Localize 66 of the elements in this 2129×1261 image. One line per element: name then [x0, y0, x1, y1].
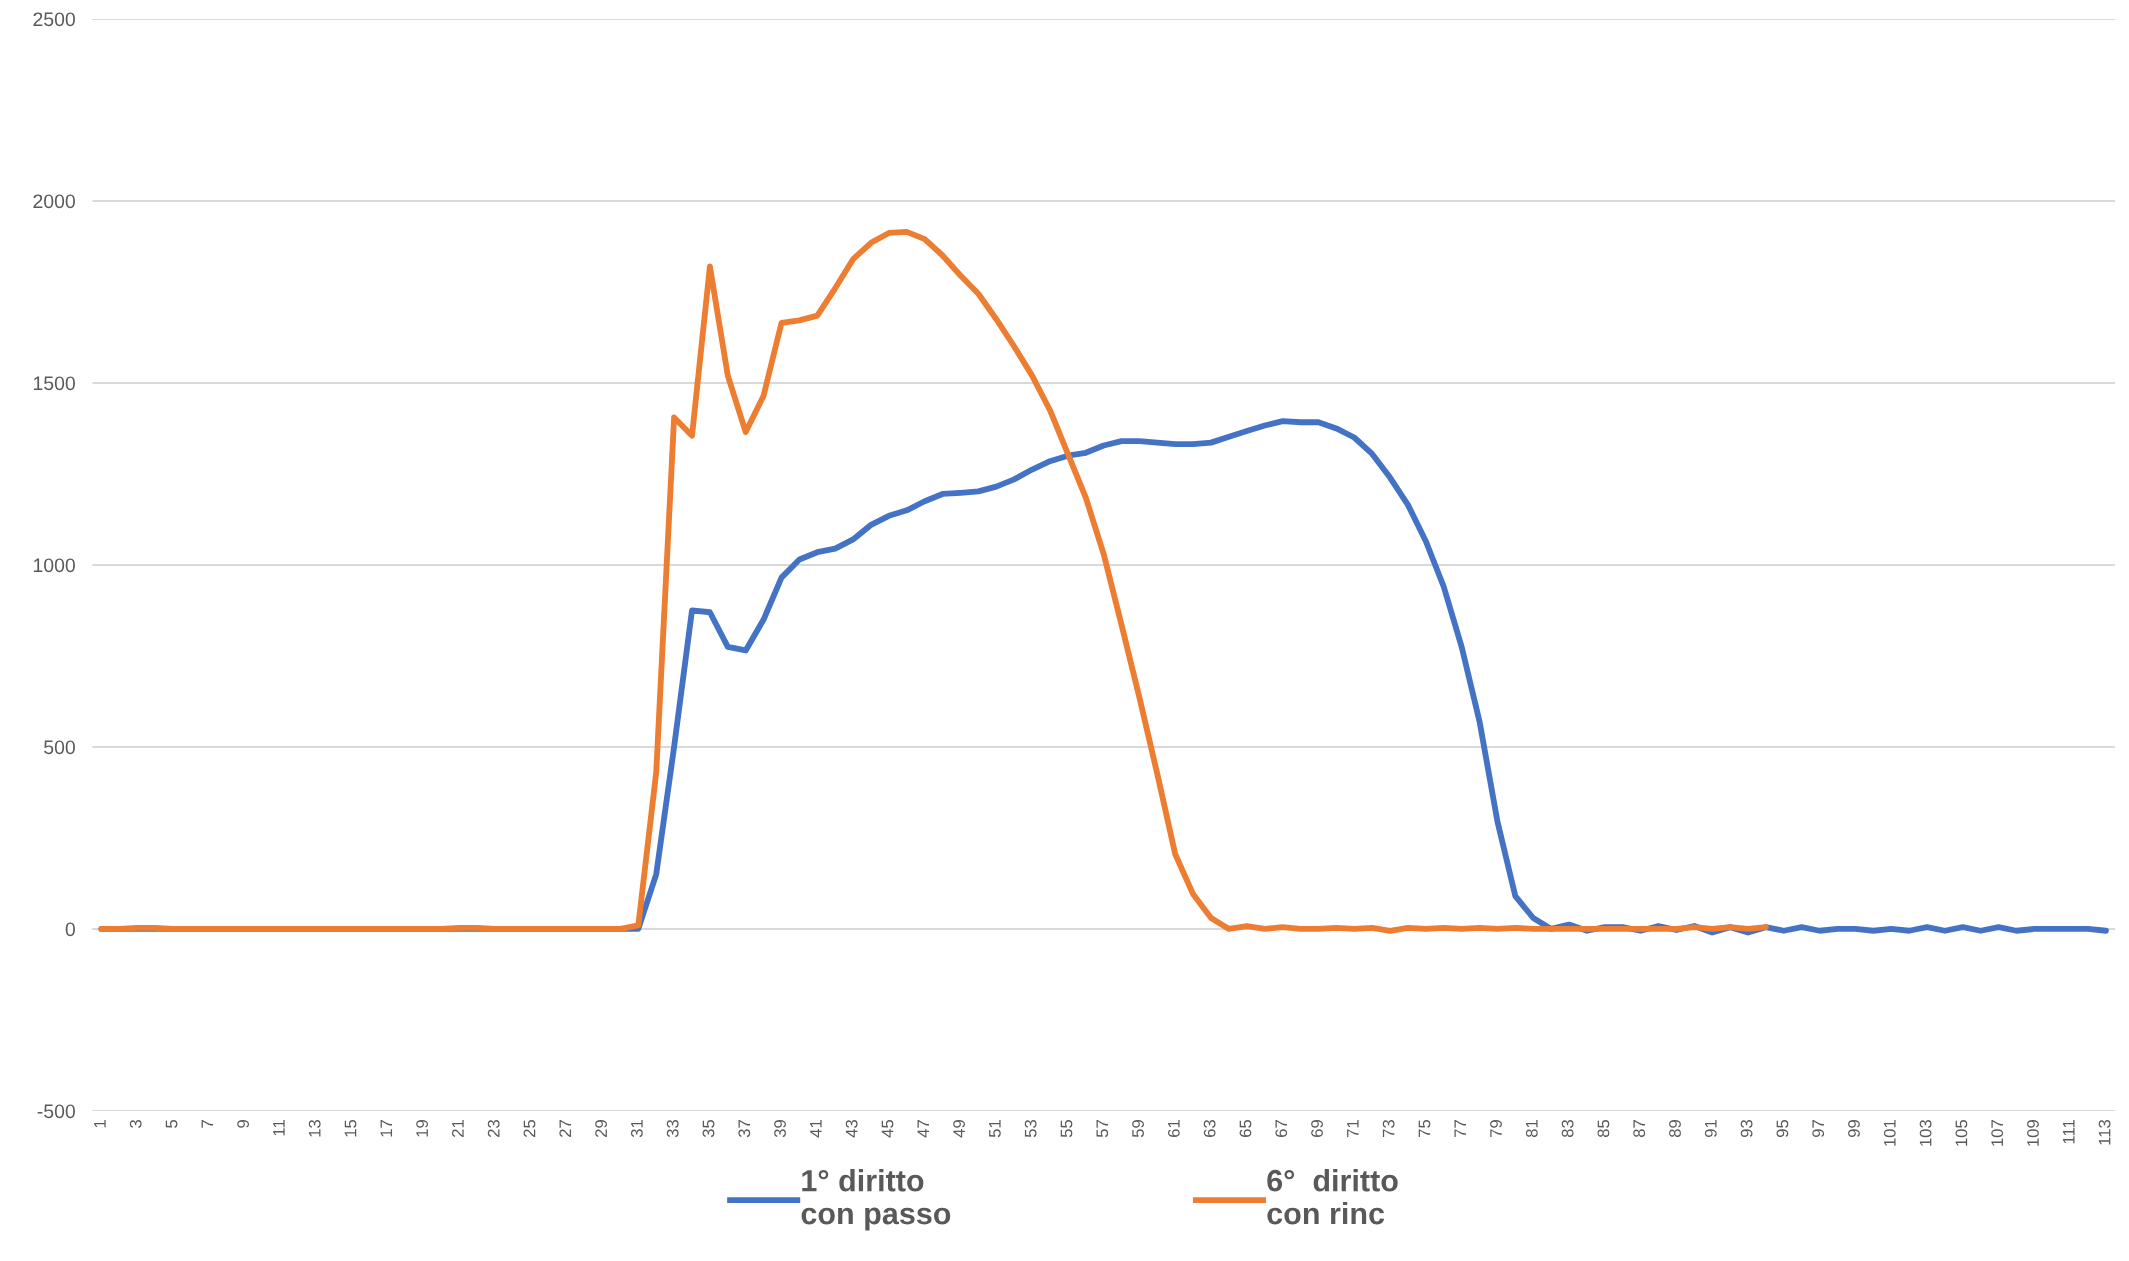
x-tick-label: 3 — [129, 1120, 142, 1128]
x-tick-label: 107 — [1991, 1120, 2004, 1146]
x-tick-label: 27 — [559, 1120, 572, 1137]
x-tick-label: 51 — [989, 1120, 1001, 1138]
x-tick-label: 97 — [1812, 1120, 1825, 1138]
x-tick-label: 101 — [1883, 1120, 1896, 1146]
x-tick-label: 69 — [1311, 1120, 1323, 1137]
x-tick-label: 49 — [953, 1120, 965, 1138]
x-tick-label: 61 — [1167, 1120, 1180, 1137]
x-tick-label: 7 — [201, 1120, 214, 1128]
x-tick-label: 91 — [1704, 1120, 1717, 1138]
x-tick-label: 67 — [1275, 1120, 1288, 1137]
x-tick-label: 29 — [595, 1120, 607, 1137]
y-tick-label: 1000 — [33, 558, 75, 573]
x-tick-label: 15 — [344, 1119, 357, 1137]
x-tick-label: 55 — [1060, 1119, 1073, 1138]
x-tick-label: 65 — [1239, 1119, 1252, 1137]
x-tick-label: 23 — [487, 1120, 500, 1137]
y-tick-label: 2000 — [33, 194, 75, 209]
x-tick-label: 57 — [1096, 1120, 1109, 1138]
x-tick-label: 87 — [1633, 1120, 1646, 1138]
x-tick-label: 75 — [1418, 1119, 1431, 1137]
x-tick-label: 95 — [1776, 1119, 1789, 1138]
x-tick-label: 13 — [308, 1120, 321, 1137]
x-tick-label: 109 — [2027, 1120, 2039, 1146]
y-tick-label: 1500 — [33, 376, 75, 391]
x-tick-label: 19 — [416, 1120, 428, 1137]
x-tick-label: 89 — [1669, 1120, 1681, 1138]
x-tick-label: 31 — [630, 1120, 643, 1138]
x-tick-label: 41 — [810, 1120, 822, 1138]
x-tick-label: 43 — [845, 1120, 858, 1138]
x-tick-label: 5 — [165, 1119, 178, 1128]
x-tick-label: 103 — [1919, 1120, 1932, 1146]
x-tick-label: 59 — [1132, 1120, 1144, 1138]
x-tick-label: 77 — [1454, 1120, 1466, 1137]
x-tick-label: 79 — [1490, 1120, 1502, 1137]
x-tick-label: 99 — [1848, 1120, 1860, 1138]
y-tick-label: 0 — [65, 922, 75, 937]
x-tick-label: 85 — [1597, 1119, 1610, 1138]
x-tick-label: 45 — [881, 1119, 894, 1138]
x-tick-label: 47 — [917, 1120, 929, 1138]
x-tick-label: 1 — [94, 1120, 106, 1128]
y-tick-label: -500 — [37, 1104, 75, 1119]
x-tick-label: 63 — [1203, 1120, 1216, 1137]
x-tick-label: 105 — [1955, 1119, 1968, 1146]
x-tick-label: 111 — [2063, 1120, 2075, 1144]
x-tick-label: 17 — [380, 1120, 393, 1137]
x-tick-label: 71 — [1347, 1120, 1359, 1137]
legend-label: 1° diritto con passo — [801, 1169, 951, 1231]
y-tick-label: 2500 — [33, 12, 75, 27]
x-tick-label: 53 — [1024, 1120, 1037, 1138]
x-tick-label: 73 — [1382, 1120, 1395, 1137]
legend-label: 6° diritto con rinc — [1267, 1169, 1398, 1225]
x-tick-label: 11 — [273, 1120, 285, 1136]
x-tick-label: 35 — [702, 1119, 715, 1138]
x-tick-label: 21 — [451, 1120, 464, 1137]
x-tick-label: 113 — [2098, 1120, 2111, 1145]
x-tick-label: 37 — [738, 1120, 751, 1138]
x-tick-label: 33 — [666, 1120, 679, 1138]
x-tick-label: 25 — [523, 1119, 536, 1137]
x-tick-label: 93 — [1740, 1120, 1753, 1138]
x-tick-label: 81 — [1525, 1120, 1538, 1138]
x-tick-label: 9 — [237, 1120, 250, 1128]
x-tick-label: 39 — [774, 1120, 786, 1138]
x-tick-label: 83 — [1561, 1120, 1574, 1138]
y-tick-label: 500 — [44, 740, 75, 755]
